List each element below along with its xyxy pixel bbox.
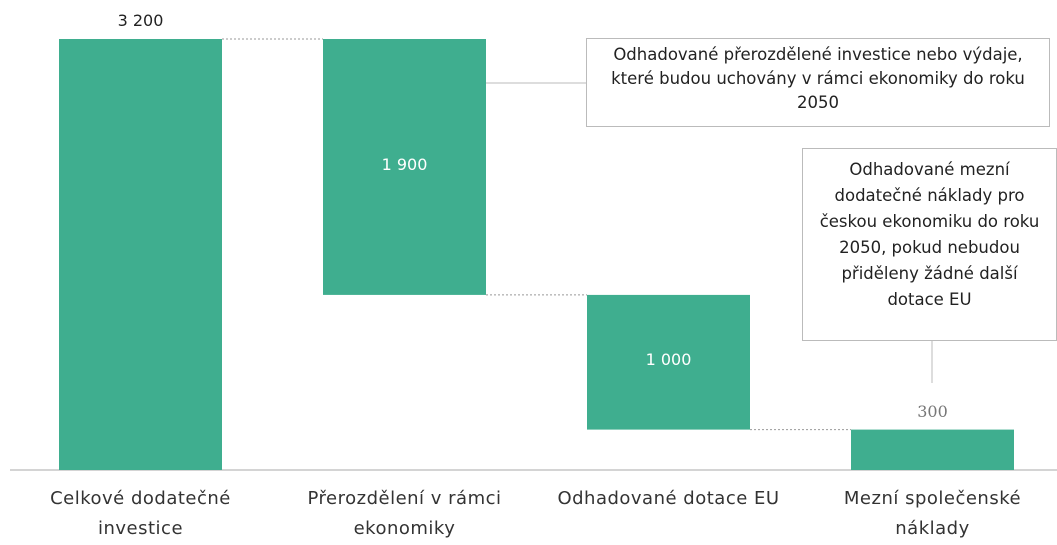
x-tick-label: Odhadované dotace EU [557,488,780,509]
x-tick-label: Mezní společenské náklady [843,488,1022,539]
bar [59,39,222,470]
x-tick-label: Celkové dodatečné investice [50,488,231,539]
value-label: 1 000 [645,350,692,370]
annotation: Odhadované mezní dodatečné náklady pro č… [802,148,1057,341]
value-label: 300 [917,401,948,421]
value-label: 3 200 [117,11,164,30]
bar [587,294,750,430]
x-tick-label: Přerozdělení v rámci ekonomiky [307,488,502,539]
value-label: 1 900 [381,154,428,174]
bar [851,429,1014,470]
bar [323,39,486,295]
annotation: Odhadované přerozdělené investice nebo v… [586,38,1050,127]
